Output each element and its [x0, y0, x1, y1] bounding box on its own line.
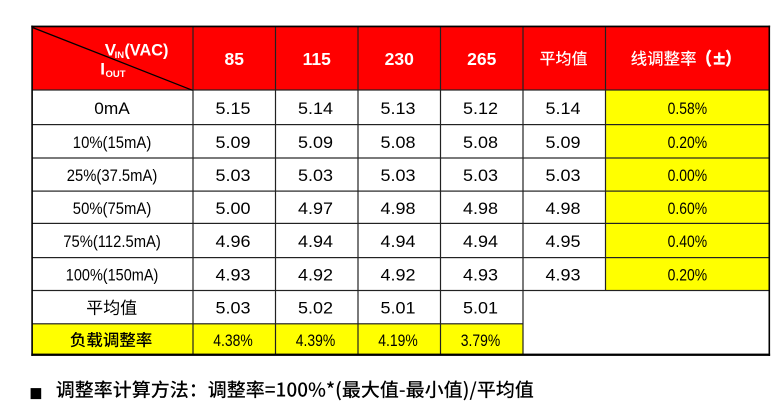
svg-text:4.92: 4.92 — [381, 266, 416, 285]
svg-text:4.95: 4.95 — [546, 232, 581, 251]
svg-text:4.92: 4.92 — [298, 266, 333, 285]
svg-text:0.20%: 0.20% — [668, 133, 708, 152]
svg-text:5.03: 5.03 — [298, 166, 333, 185]
svg-text:0mA: 0mA — [94, 99, 130, 118]
svg-text:4.19%: 4.19% — [378, 331, 418, 350]
svg-text:4.94: 4.94 — [381, 232, 416, 251]
svg-text:0.40%: 0.40% — [668, 232, 708, 251]
svg-text:4.98: 4.98 — [381, 199, 416, 218]
svg-text:85: 85 — [225, 49, 245, 69]
svg-text:5.09: 5.09 — [546, 133, 581, 152]
svg-text:5.09: 5.09 — [216, 133, 251, 152]
svg-text:4.97: 4.97 — [298, 199, 333, 218]
svg-text:4.93: 4.93 — [546, 266, 581, 285]
svg-text:5.12: 5.12 — [463, 99, 498, 118]
svg-text:50%(75mA): 50%(75mA) — [73, 199, 152, 218]
svg-text:0.20%: 0.20% — [668, 266, 708, 285]
svg-text:5.08: 5.08 — [463, 133, 498, 152]
svg-text:0.60%: 0.60% — [668, 199, 708, 218]
svg-text:5.15: 5.15 — [216, 99, 251, 118]
svg-text:5.01: 5.01 — [463, 299, 498, 318]
svg-text:4.96: 4.96 — [216, 232, 251, 251]
svg-text:4.93: 4.93 — [463, 266, 498, 285]
svg-text:5.13: 5.13 — [381, 99, 416, 118]
svg-text:OUT: OUT — [106, 69, 126, 80]
svg-text:5.03: 5.03 — [381, 166, 416, 185]
svg-text:4.98: 4.98 — [463, 199, 498, 218]
svg-text:V: V — [105, 40, 117, 59]
svg-text:25%(37.5mA): 25%(37.5mA) — [67, 166, 158, 185]
svg-text:5.02: 5.02 — [298, 299, 333, 318]
svg-text:5.03: 5.03 — [216, 299, 251, 318]
svg-text:5.09: 5.09 — [298, 133, 333, 152]
svg-text:4.94: 4.94 — [463, 232, 498, 251]
svg-text:0.00%: 0.00% — [668, 166, 708, 185]
svg-text:5.01: 5.01 — [381, 299, 416, 318]
svg-text:4.93: 4.93 — [216, 266, 251, 285]
svg-text:(VAC): (VAC) — [124, 40, 168, 59]
svg-text:5.03: 5.03 — [216, 166, 251, 185]
svg-text:265: 265 — [467, 49, 496, 69]
svg-text:5.14: 5.14 — [298, 99, 333, 118]
svg-text:I: I — [100, 59, 105, 78]
svg-text:5.14: 5.14 — [546, 99, 581, 118]
svg-text:115: 115 — [303, 49, 331, 69]
svg-text:3.79%: 3.79% — [461, 331, 501, 350]
svg-text:4.98: 4.98 — [546, 199, 581, 218]
svg-text:75%(112.5mA): 75%(112.5mA) — [63, 232, 161, 251]
svg-text:230: 230 — [385, 49, 414, 69]
svg-text:5.00: 5.00 — [216, 199, 251, 218]
svg-text:4.94: 4.94 — [298, 232, 333, 251]
svg-text:5.03: 5.03 — [463, 166, 498, 185]
svg-text:5.08: 5.08 — [381, 133, 416, 152]
svg-text:10%(15mA): 10%(15mA) — [73, 133, 152, 152]
svg-text:4.39%: 4.39% — [296, 331, 336, 350]
svg-text:100%(150mA): 100%(150mA) — [66, 266, 159, 285]
svg-text:0.58%: 0.58% — [668, 99, 708, 118]
svg-text:5.03: 5.03 — [546, 166, 581, 185]
svg-text:4.38%: 4.38% — [213, 331, 253, 350]
svg-text:IN: IN — [115, 50, 125, 61]
